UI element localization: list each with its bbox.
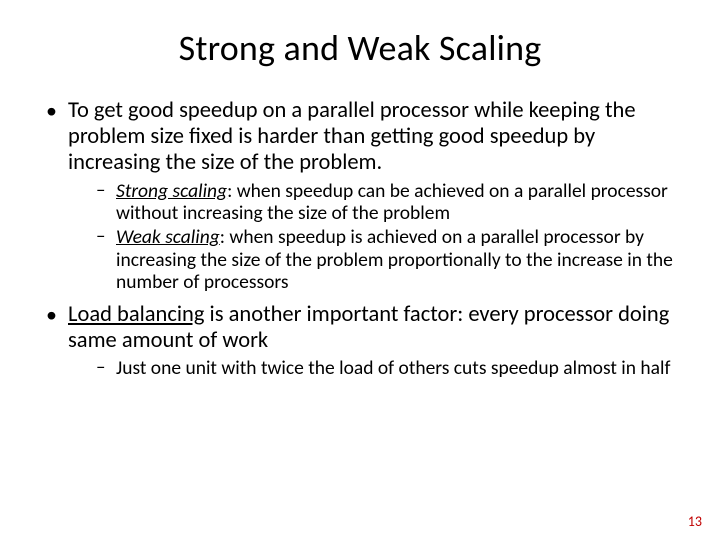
term-load-balancing: Load balancing — [68, 301, 204, 328]
bullet-2-sub-1-text: Just one unit with twice the load of oth… — [116, 356, 670, 380]
bullet-1: To get good speedup on a parallel proces… — [40, 98, 680, 294]
slide: Strong and Weak Scaling To get good spee… — [0, 0, 720, 540]
bullet-1-sublist: Strong scaling: when speedup can be achi… — [68, 180, 680, 294]
bullet-1-sub-2: Weak scaling: when speedup is achieved o… — [94, 226, 680, 293]
term-strong-scaling: Strong scaling — [116, 179, 227, 203]
slide-title: Strong and Weak Scaling — [40, 26, 680, 70]
bullet-2-sub-1: Just one unit with twice the load of oth… — [94, 357, 680, 379]
bullet-2-sublist: Just one unit with twice the load of oth… — [68, 357, 680, 379]
bullet-list: To get good speedup on a parallel proces… — [40, 98, 680, 380]
bullet-1-sub-1: Strong scaling: when speedup can be achi… — [94, 180, 680, 225]
page-number: 13 — [688, 513, 702, 530]
bullet-1-text: To get good speedup on a parallel proces… — [68, 97, 636, 176]
term-weak-scaling: Weak scaling — [116, 225, 220, 249]
bullet-2: Load balancing is another important fact… — [40, 302, 680, 380]
